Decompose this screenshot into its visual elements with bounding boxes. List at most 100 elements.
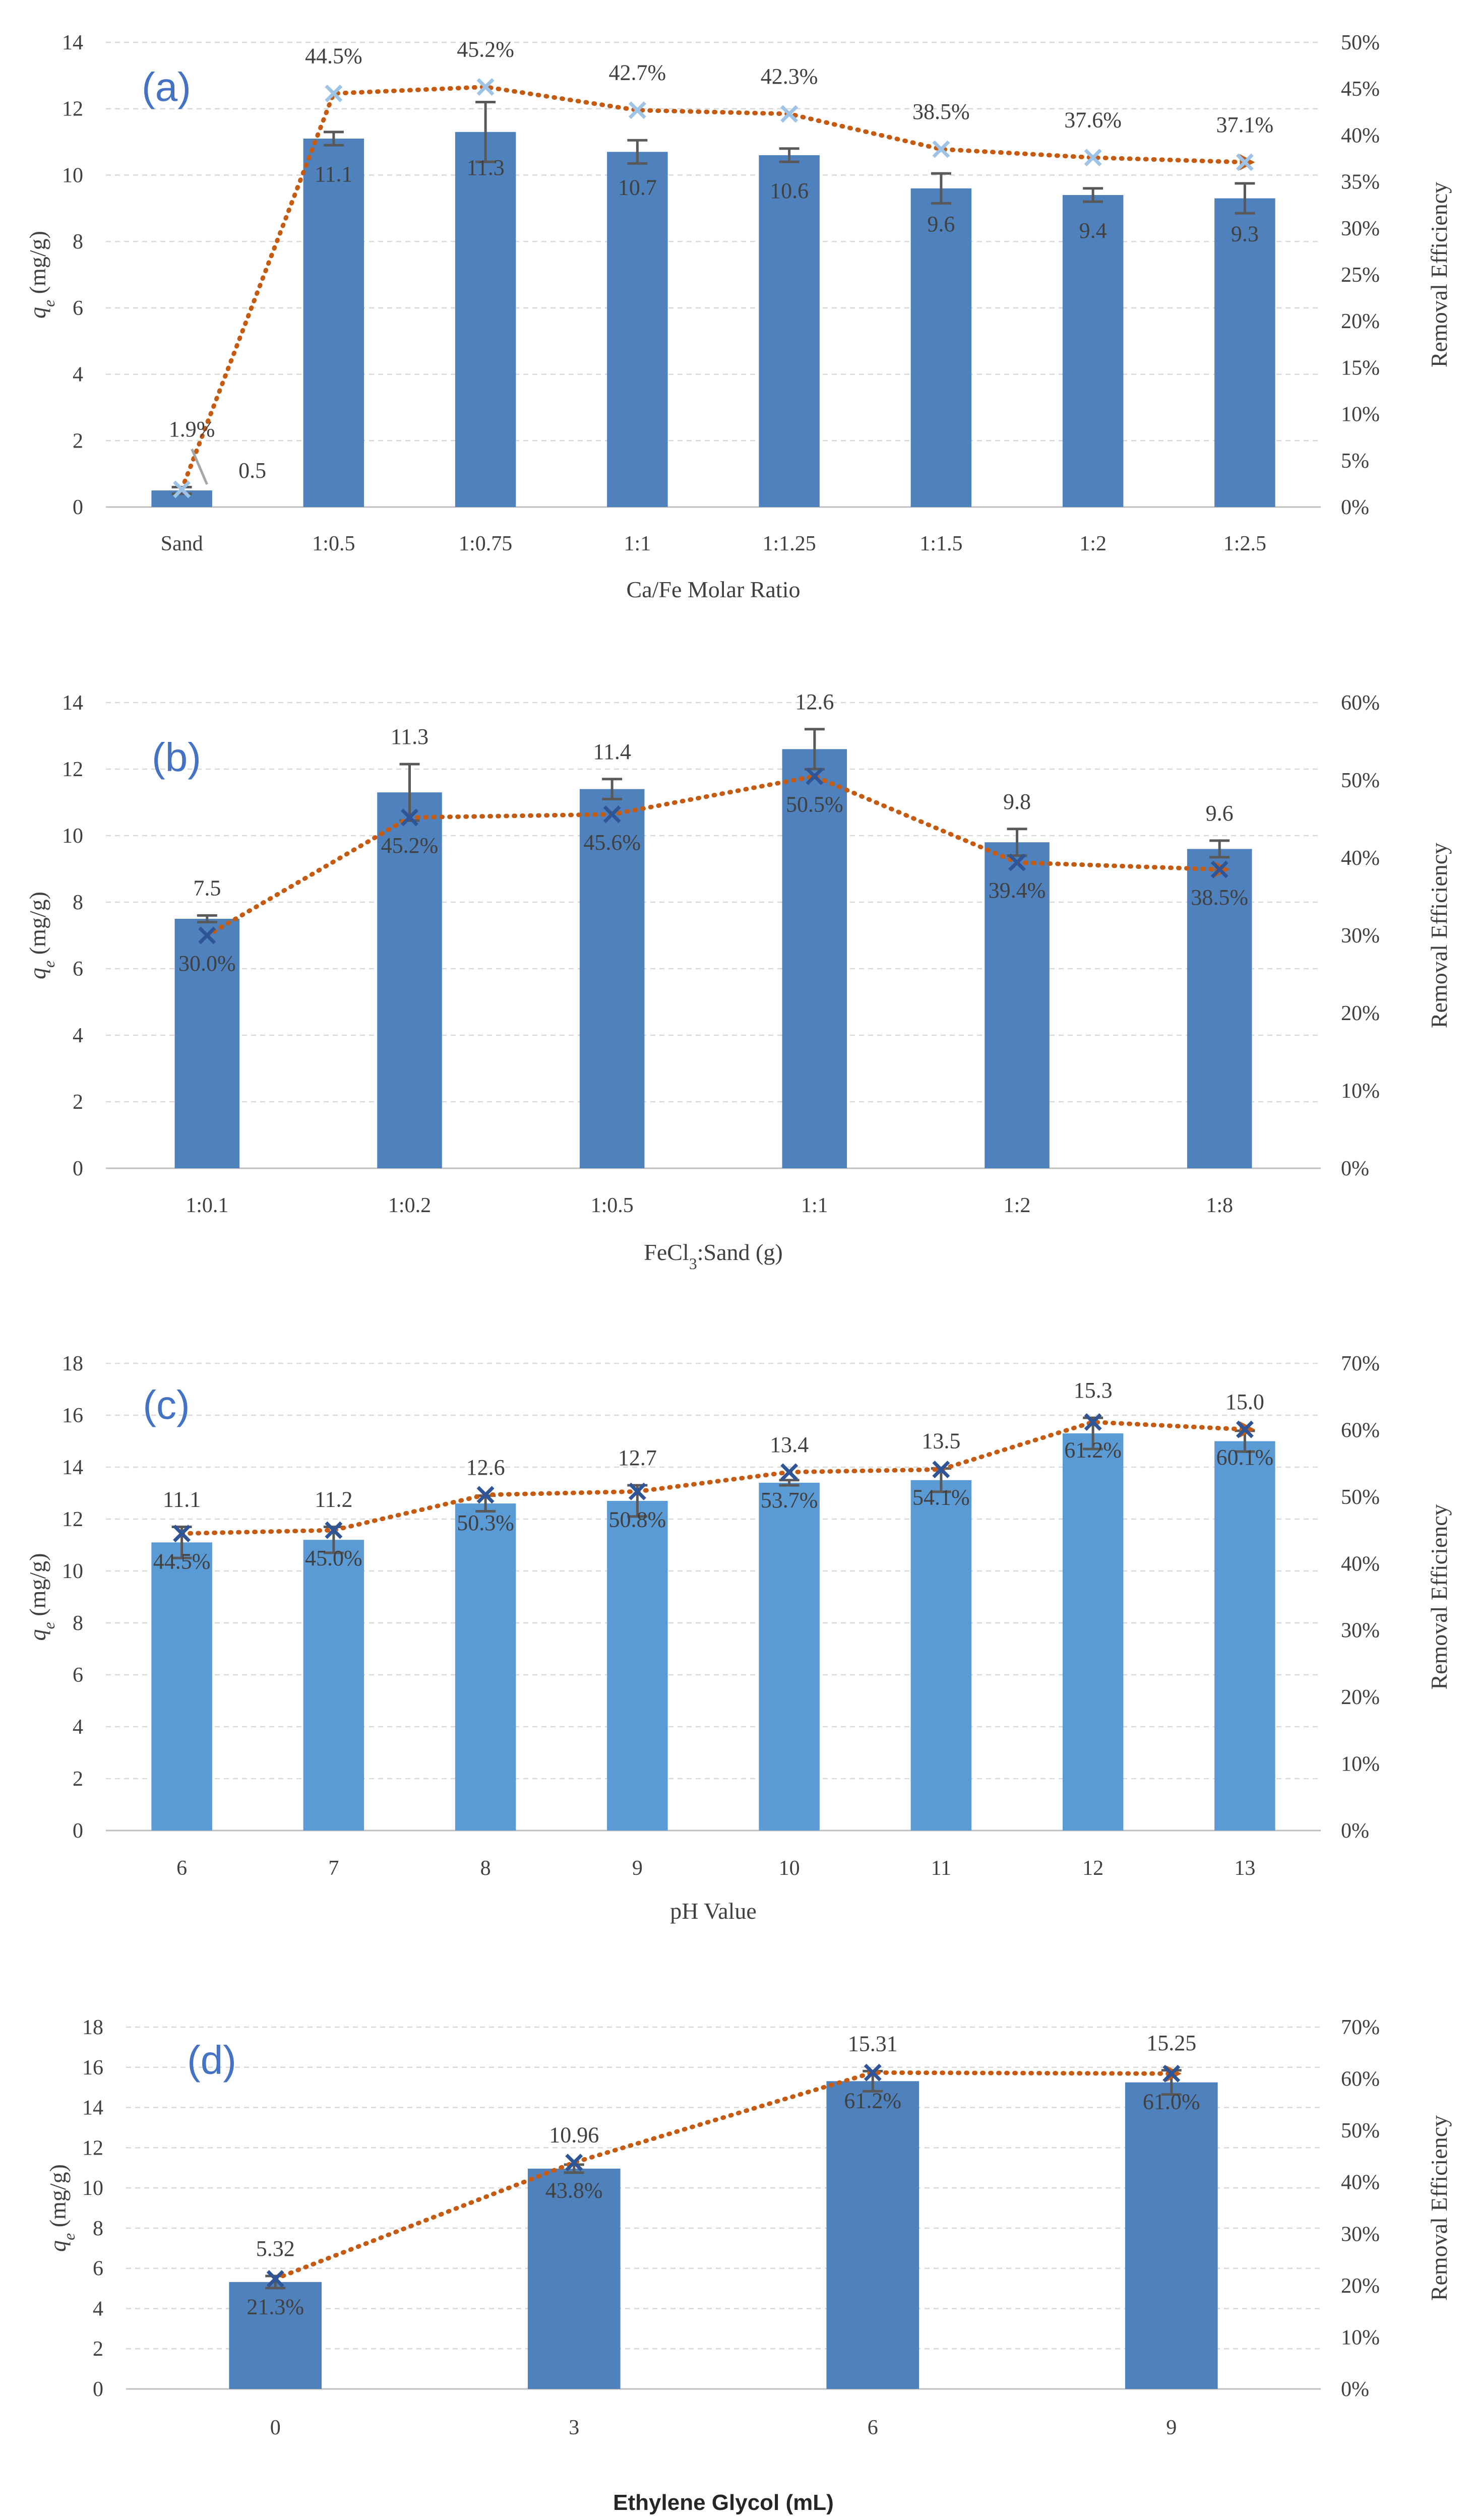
value-label: 10.96: [549, 2123, 599, 2148]
efficiency-marker: [932, 140, 950, 158]
bar: [1214, 1441, 1275, 1831]
x-tick-label: 11: [931, 1857, 951, 1880]
y2-tick-label: 30%: [1341, 1619, 1380, 1643]
value-label: 15.0: [1225, 1390, 1264, 1414]
value-label: 11.1: [315, 162, 352, 186]
value-label: 5.32: [256, 2236, 295, 2261]
efficiency-label: 50.5%: [786, 792, 843, 816]
y-tick-label: 16: [82, 2056, 103, 2080]
efficiency-label: 44.5%: [305, 43, 362, 68]
efficiency-marker: [266, 2270, 284, 2288]
y-axis-title: qe (mg/g): [25, 231, 58, 319]
chart-panel-d: 0 2 4 6 8 10 12 14 16 18 0% 10% 20% 30% 40% 50% 60% 70% 0 3…: [45, 2016, 1452, 2515]
x-tick-label: 1:0.2: [388, 1194, 431, 1217]
y2-tick-label: 50%: [1341, 31, 1380, 54]
efficiency-line: [179, 1420, 1247, 1536]
efficiency-marker: [1236, 1420, 1254, 1438]
efficiency-label: 38.5%: [912, 99, 970, 124]
y-tick-label: 14: [62, 691, 83, 715]
efficiency-label: 21.3%: [247, 2295, 304, 2319]
x-tick-label: 1:0.5: [312, 532, 355, 555]
value-label: 9.8: [1003, 789, 1031, 814]
y2-tick-label: 50%: [1341, 769, 1380, 792]
x-tick-label: 1:2: [1079, 532, 1107, 555]
y2-tick-label: 0%: [1341, 1819, 1369, 1843]
y-axis-title-sub: e: [40, 1622, 58, 1629]
efficiency-label: 44.5%: [153, 1549, 211, 1574]
x-axis-title: FeCl3:Sand (g): [644, 1239, 782, 1273]
x-axis-title: pH Value: [670, 1898, 757, 1924]
y2-tick-label: 35%: [1341, 171, 1380, 194]
y-tick-label: 8: [73, 891, 83, 914]
y2-tick-label: 20%: [1341, 1002, 1380, 1025]
y2-tick-label: 20%: [1341, 1686, 1380, 1709]
value-label: 11.2: [315, 1487, 352, 1511]
x-tick-label: 0: [270, 2416, 281, 2439]
x-tick-label: 1:0.1: [186, 1194, 228, 1217]
efficiency-label: 61.2%: [1064, 1438, 1122, 1463]
y2-tick-label: 10%: [1341, 1080, 1380, 1103]
value-label: 12.6: [795, 689, 834, 714]
x-tick-label: 1:2: [1004, 1194, 1031, 1217]
bar: [1125, 2082, 1218, 2389]
x-tick-label: 9: [1166, 2416, 1177, 2439]
efficiency-line: [273, 2070, 1174, 2282]
efficiency-marker: [1084, 1413, 1102, 1431]
efficiency-arrow: [1240, 1421, 1255, 1438]
value-label: 13.4: [770, 1432, 809, 1457]
efficiency-label: 45.2%: [457, 37, 514, 62]
efficiency-marker: [603, 805, 621, 824]
bar: [151, 1542, 212, 1831]
panel-label: (c): [143, 1382, 190, 1427]
y2-tick-label: 30%: [1341, 2223, 1380, 2246]
efficiency-arrow: [1240, 154, 1255, 170]
y-tick-label: 8: [73, 1612, 83, 1635]
bar: [759, 1482, 820, 1831]
y-tick-label: 8: [73, 230, 83, 254]
efficiency-marker: [628, 1482, 646, 1500]
y2-tick-label: 20%: [1341, 310, 1380, 333]
x-tick-label: 1:1: [801, 1194, 828, 1217]
y2-tick-label: 45%: [1341, 78, 1380, 101]
efficiency-marker: [1084, 149, 1102, 167]
y-axis-title: qe (mg/g): [25, 1553, 58, 1641]
bar: [607, 152, 668, 507]
y-axis-title-main: q: [45, 2240, 71, 2252]
y-tick-label: 2: [73, 429, 83, 453]
x-axis-title-sub: 3: [689, 1254, 697, 1273]
bar: [782, 749, 847, 1168]
efficiency-marker: [864, 2063, 882, 2082]
bar: [1062, 1433, 1124, 1831]
efficiency-marker: [476, 1486, 495, 1504]
value-label: 11.3: [466, 155, 504, 180]
y-axis-title-main: q: [25, 307, 50, 319]
chart-panel-b: 0 2 4 6 8 10 12 14 0% 10% 20% 30% 40% 50% 60% 1:0.1 1:0.…: [25, 689, 1452, 1273]
efficiency-label: 50.3%: [457, 1510, 514, 1535]
y-tick-label: 18: [82, 2016, 103, 2039]
y2-tick-label: 30%: [1341, 924, 1380, 948]
y2-tick-label: 25%: [1341, 264, 1380, 287]
y2-tick-label: 5%: [1341, 450, 1369, 473]
efficiency-label: 39.4%: [989, 878, 1046, 903]
bar: [303, 1540, 364, 1831]
bar: [1214, 198, 1275, 507]
value-label: 13.5: [922, 1429, 960, 1454]
panel-label: (d): [187, 2038, 236, 2083]
efficiency-marker: [932, 1461, 950, 1479]
y2-tick-label: 40%: [1341, 847, 1380, 870]
efficiency-label: 53.7%: [761, 1488, 818, 1513]
y-axis-title-rest: (mg/g): [45, 2164, 71, 2233]
y-tick-label: 12: [62, 1508, 83, 1531]
y-tick-label: 8: [93, 2217, 103, 2240]
x-tick-label: 8: [480, 1857, 491, 1880]
y2-tick-label: 0%: [1341, 496, 1369, 519]
value-label: 9.6: [1206, 801, 1234, 826]
efficiency-marker: [565, 2154, 583, 2172]
y-tick-label: 2: [73, 1091, 83, 1114]
y2-tick-label: 50%: [1341, 1486, 1380, 1509]
bar: [910, 188, 972, 507]
efficiency-label: 43.8%: [545, 2178, 603, 2203]
panel-label: (b): [152, 735, 201, 780]
efficiency-label: 45.0%: [305, 1546, 362, 1570]
x-tick-label: 3: [569, 2416, 579, 2439]
